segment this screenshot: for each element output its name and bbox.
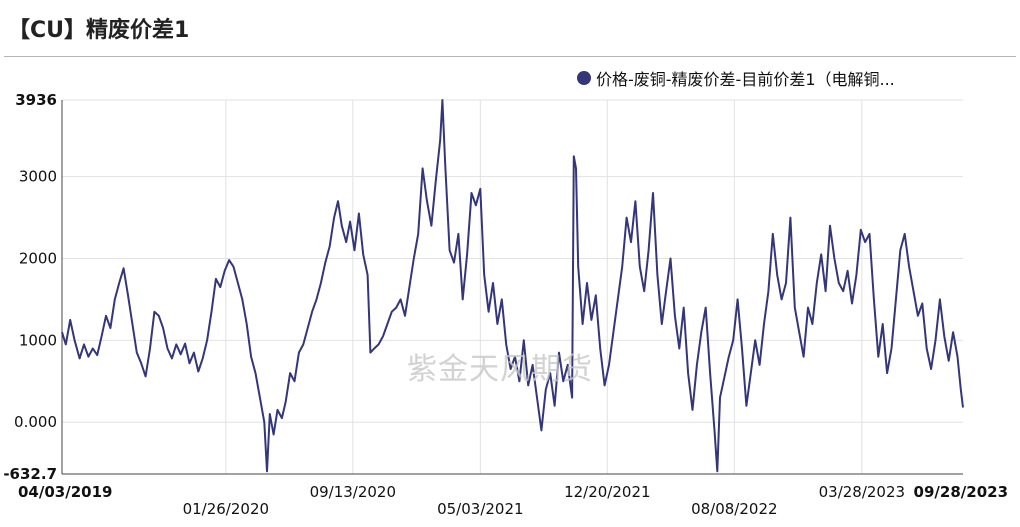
y-tick-label: 2000 — [19, 249, 57, 267]
x-tick-label: 12/20/2021 — [564, 483, 650, 501]
y-tick-label: -632.7 — [3, 465, 57, 483]
y-tick-label: 0.000 — [14, 413, 57, 431]
x-tick-label: 09/28/2023 — [914, 483, 1008, 501]
y-tick-label: 3000 — [19, 168, 57, 186]
x-tick-label: 03/28/2023 — [819, 483, 905, 501]
legend-series-marker — [577, 71, 591, 85]
y-axis-ticks: 3936 3000 2000 1000 0.000 -632.7 — [3, 91, 57, 483]
series-line — [61, 99, 964, 473]
chart-title: 【CU】精废价差1 — [8, 18, 190, 43]
legend-series-label: 价格-废铜-精废价差-目前价差1（电解铜... — [596, 70, 895, 89]
x-tick-label: 08/08/2022 — [691, 500, 777, 518]
x-tick-label: 09/13/2020 — [310, 483, 396, 501]
title-divider — [4, 56, 1016, 57]
axes — [61, 100, 963, 475]
chart-legend[interactable]: 价格-废铜-精废价差-目前价差1（电解铜... — [577, 66, 895, 90]
x-tick-label: 04/03/2019 — [18, 483, 112, 501]
x-tick-label: 01/26/2020 — [183, 500, 269, 518]
y-tick-label: 1000 — [19, 331, 57, 349]
grid-lines — [62, 99, 963, 474]
series-group — [61, 99, 964, 473]
watermark: 紫金天风期货 — [407, 352, 593, 387]
y-tick-label: 3936 — [15, 91, 57, 109]
x-axis-ticks: 04/03/2019 01/26/2020 09/13/2020 05/03/2021… — [18, 483, 1008, 518]
x-tick-label: 05/03/2021 — [437, 500, 523, 518]
